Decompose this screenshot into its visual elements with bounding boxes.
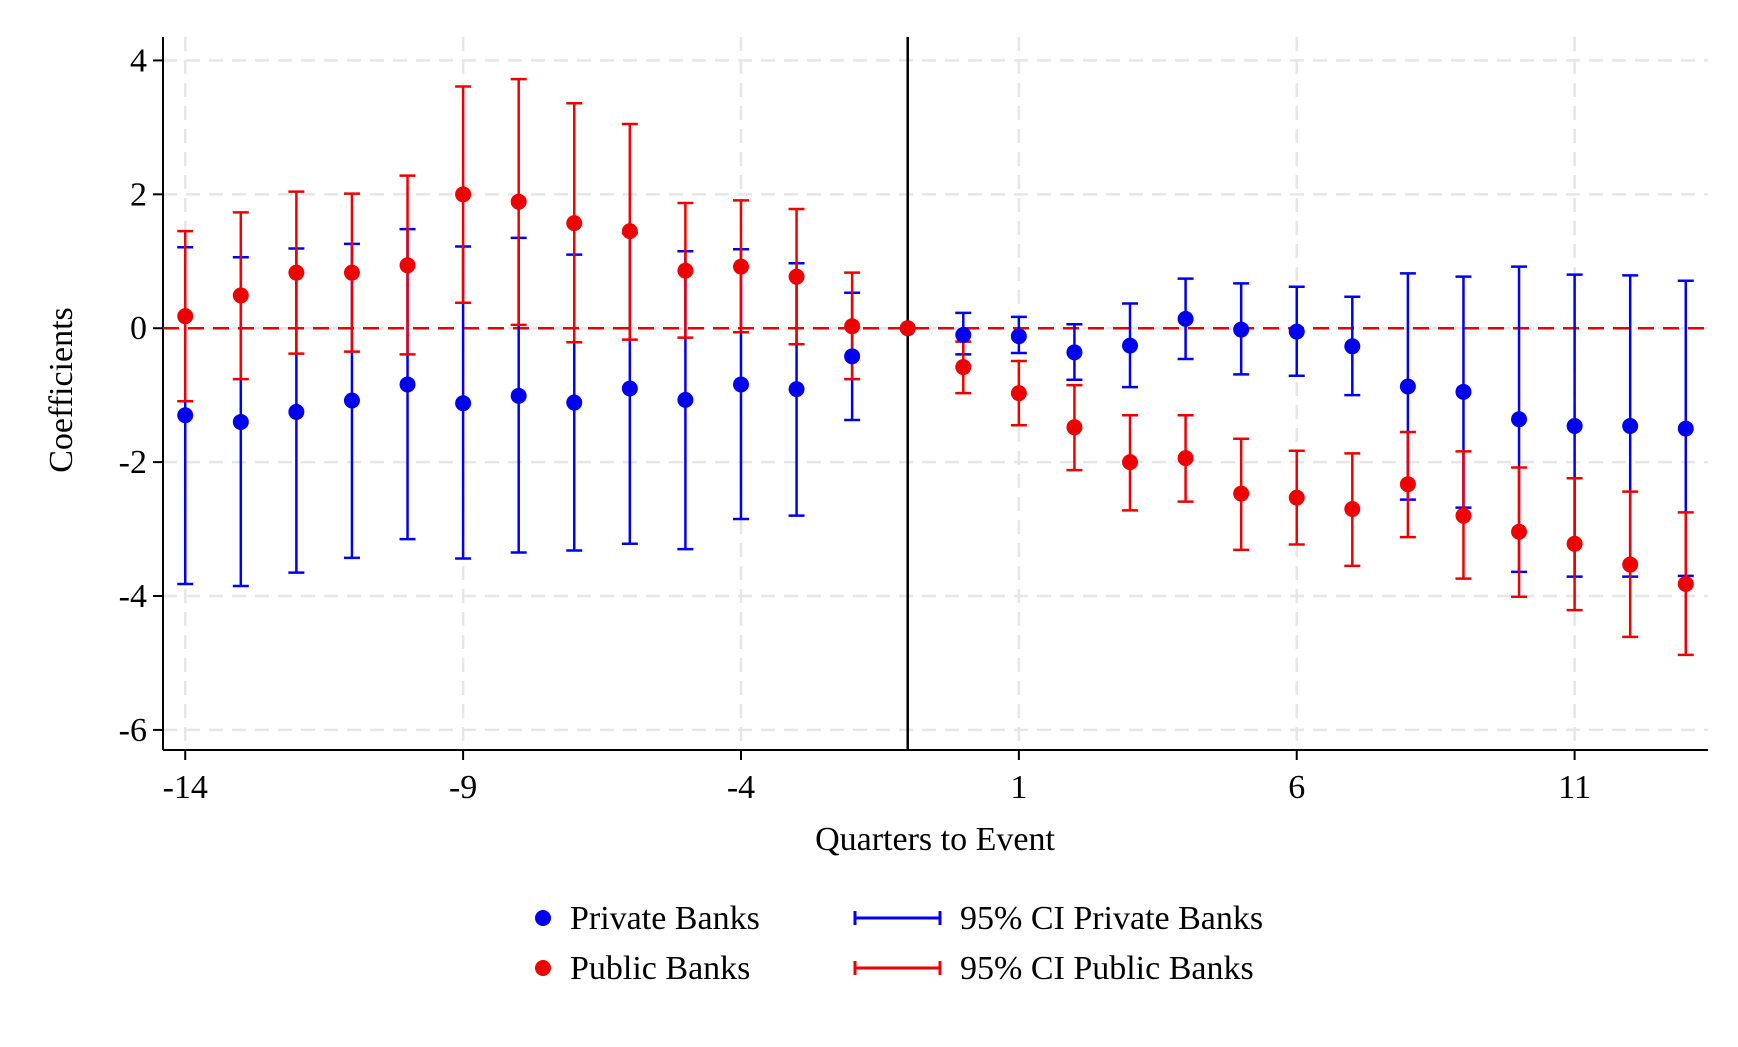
x-tick-label: -14: [163, 769, 208, 806]
y-tick-label: -4: [119, 578, 147, 615]
data-point: [1122, 337, 1139, 354]
data-point: [732, 376, 749, 393]
legend-item: Private Banks: [535, 900, 760, 937]
data-point: [566, 215, 583, 232]
data-point: [177, 308, 194, 325]
legend-marker: [535, 960, 551, 976]
data-point: [510, 387, 527, 404]
data-point: [399, 257, 416, 274]
tick-labels: 4 2 0 -2 -4 -6 -14 -9 -4 1 6 11: [119, 42, 1591, 806]
axes: [153, 37, 1708, 760]
data-point: [1066, 419, 1083, 436]
data-point: [1511, 523, 1528, 540]
x-tick-label: 1: [1010, 769, 1027, 806]
data-point: [455, 395, 472, 412]
x-axis-title: Quarters to Event: [815, 821, 1055, 858]
data-point: [510, 193, 527, 210]
data-point: [1677, 420, 1694, 437]
data-point: [288, 264, 305, 281]
reference-lines: [163, 37, 1708, 750]
data-point: [1233, 485, 1250, 502]
legend-item: 95% CI Private Banks: [853, 900, 1263, 937]
data-point: [1677, 575, 1694, 592]
legend-label: Public Banks: [570, 950, 750, 987]
data-point: [844, 318, 861, 335]
data-point: [232, 287, 249, 304]
legend-label: 95% CI Private Banks: [960, 900, 1263, 937]
data-point: [1344, 500, 1361, 517]
data-point: [955, 359, 972, 376]
data-point: [1399, 476, 1416, 493]
data-point: [621, 380, 638, 397]
data-point: [1344, 338, 1361, 355]
legend-item: Public Banks: [535, 950, 750, 987]
x-tick-label: -4: [727, 769, 755, 806]
data-point: [1455, 383, 1472, 400]
legend-item: 95% CI Public Banks: [853, 950, 1254, 987]
data-point: [1399, 378, 1416, 395]
data-point: [232, 413, 249, 430]
y-tick-label: 0: [130, 310, 147, 347]
data-point: [844, 348, 861, 365]
data-point: [1288, 323, 1305, 340]
x-tick-label: 6: [1288, 769, 1305, 806]
data-point: [1177, 310, 1194, 327]
y-tick-label: 4: [130, 42, 147, 79]
data-point: [677, 262, 694, 279]
x-tick-label: -9: [449, 769, 477, 806]
legend-marker: [535, 910, 551, 926]
confidence-intervals: [177, 77, 1694, 657]
data-point: [1566, 535, 1583, 552]
data-point: [343, 392, 360, 409]
y-axis-title: Coefficients: [43, 307, 80, 473]
y-tick-label: 2: [130, 176, 147, 213]
y-tick-label: -2: [119, 444, 147, 481]
legend-label: 95% CI Public Banks: [960, 950, 1254, 987]
data-point: [1288, 489, 1305, 506]
data-point: [1122, 454, 1139, 471]
x-tick-label: 11: [1558, 769, 1591, 806]
data-point: [1511, 411, 1528, 428]
data-point: [1010, 328, 1027, 345]
legend-label: Private Banks: [570, 900, 760, 937]
data-point: [621, 223, 638, 240]
data-point: [1177, 450, 1194, 467]
data-point: [1566, 417, 1583, 434]
data-point: [1233, 321, 1250, 338]
data-point: [1622, 417, 1639, 434]
data-point: [677, 391, 694, 408]
data-point: [455, 186, 472, 203]
data-point: [732, 258, 749, 275]
legend: Private Banks 95% CI Private Banks Public …: [535, 900, 1263, 987]
data-point: [955, 326, 972, 343]
y-tick-label: -6: [119, 712, 147, 749]
data-point: [1455, 507, 1472, 524]
data-point: [343, 264, 360, 281]
data-point: [899, 320, 916, 337]
markers: [177, 186, 1694, 592]
gridlines: [163, 37, 1708, 750]
data-point: [177, 407, 194, 424]
data-point: [399, 376, 416, 393]
data-point: [1622, 556, 1639, 573]
data-point: [1066, 344, 1083, 361]
data-point: [788, 381, 805, 398]
data-point: [288, 403, 305, 420]
data-point: [1010, 385, 1027, 402]
data-point: [788, 268, 805, 285]
data-point: [566, 394, 583, 411]
